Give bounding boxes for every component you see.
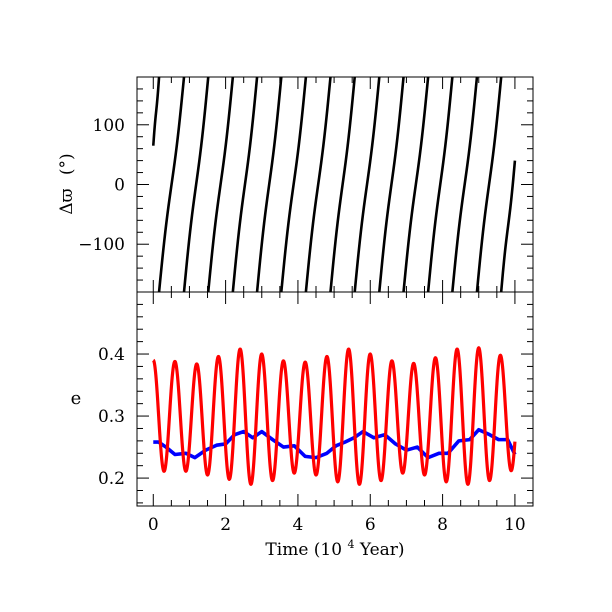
top-series-group (151, 76, 517, 293)
red-series-line (151, 346, 517, 486)
top-series-segment-7 (304, 76, 332, 293)
top-series-segment-8 (329, 76, 357, 293)
top-series-segment-5 (255, 76, 283, 293)
top-series-segment-3 (206, 76, 235, 293)
top-series-segment-2 (182, 76, 210, 293)
bottom-y-axis-label: e (71, 388, 82, 409)
xtick-label-0: 0 (148, 515, 159, 535)
xtick-label-4: 8 (437, 515, 448, 535)
bottom-ytick-label-0: 0.2 (98, 469, 125, 489)
top-series-segment-1 (157, 76, 186, 293)
x-axis-label-suffix: Year) (359, 540, 405, 560)
bottom-tick-labels: 0.2 0.3 0.4 0 2 4 6 8 10 (98, 345, 526, 535)
top-panel: −100 0 100 Δϖ (°) (57, 76, 534, 293)
top-series-segment-10 (378, 76, 405, 293)
top-series-segment-6 (280, 76, 308, 293)
bottom-ticks-group (137, 291, 533, 506)
top-series-segment-0 (151, 76, 161, 146)
x-axis-label: Time (10 4 Year) (265, 533, 404, 560)
bottom-panel: 0.20.30.40 2 4 6 8 10 e Time (10 4 Year) (71, 291, 534, 560)
bottom-axes-frame (136, 291, 534, 507)
blue-series-line (153, 427, 517, 460)
top-ticks-group (137, 76, 533, 293)
top-series-segment-9 (353, 76, 381, 293)
xtick-label-3: 6 (365, 515, 376, 535)
top-y-axis-label: Δϖ (°) (57, 153, 77, 214)
x-axis-label-exponent: 4 (347, 538, 354, 551)
bottom-ytick-label-1: 0.3 (98, 407, 125, 427)
xtick-label-1: 2 (220, 515, 231, 535)
top-series-segment-14 (475, 76, 503, 293)
x-axis-label-prefix: Time (10 (265, 540, 342, 560)
top-series-segment-13 (451, 76, 479, 293)
top-series-segment-4 (231, 76, 259, 293)
top-ytick-label-2: 100 (93, 116, 125, 136)
bottom-ytick-label-2: 0.4 (98, 345, 125, 365)
top-ytick-label-1: 0 (114, 176, 125, 196)
top-series-segment-15 (499, 160, 517, 293)
top-tick-labels: −100 0 100 (78, 116, 125, 255)
bottom-series-group (151, 346, 517, 486)
top-y-axis-label-symbol: Δϖ (57, 188, 77, 214)
top-series-segment-11 (402, 76, 430, 293)
xtick-label-2: 4 (293, 515, 304, 535)
top-ytick-label-0: −100 (78, 235, 125, 255)
xtick-label-5: 10 (504, 515, 526, 535)
top-series-segment-12 (426, 76, 454, 293)
top-y-axis-label-unit: (°) (57, 153, 77, 175)
